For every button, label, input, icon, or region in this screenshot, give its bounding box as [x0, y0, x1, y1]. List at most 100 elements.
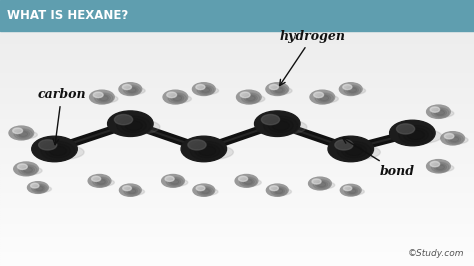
Circle shape: [240, 92, 250, 98]
Bar: [0, 27, 474, 29]
Circle shape: [315, 181, 328, 188]
Circle shape: [246, 95, 255, 101]
Circle shape: [36, 186, 44, 191]
Circle shape: [17, 130, 30, 138]
Circle shape: [173, 95, 182, 101]
Circle shape: [240, 177, 257, 187]
Ellipse shape: [257, 119, 307, 135]
Circle shape: [97, 179, 106, 184]
Bar: [0, 109, 474, 111]
Circle shape: [407, 130, 424, 140]
Circle shape: [346, 188, 358, 194]
Ellipse shape: [120, 87, 145, 94]
Circle shape: [312, 179, 321, 184]
Circle shape: [167, 92, 177, 98]
Circle shape: [93, 177, 110, 187]
Bar: [0, 195, 474, 197]
Ellipse shape: [15, 167, 42, 175]
Bar: [0, 153, 474, 155]
Circle shape: [166, 177, 183, 187]
Bar: [0, 91, 474, 93]
Circle shape: [431, 108, 449, 118]
Circle shape: [275, 189, 283, 193]
Circle shape: [90, 90, 114, 104]
Circle shape: [237, 90, 261, 104]
Bar: [0, 264, 474, 266]
Bar: [0, 211, 474, 213]
Bar: [0, 202, 474, 204]
Bar: [0, 35, 474, 38]
Text: carbon: carbon: [37, 88, 86, 145]
Circle shape: [126, 188, 138, 194]
Ellipse shape: [183, 144, 233, 160]
Ellipse shape: [340, 87, 365, 94]
Circle shape: [319, 95, 329, 101]
Circle shape: [436, 165, 445, 170]
Circle shape: [190, 141, 224, 160]
Bar: [0, 162, 474, 164]
Bar: [0, 213, 474, 215]
Bar: [0, 144, 474, 146]
Bar: [0, 233, 474, 235]
Bar: [0, 49, 474, 51]
Circle shape: [99, 95, 109, 101]
Circle shape: [199, 146, 216, 156]
Bar: [0, 231, 474, 233]
Circle shape: [315, 93, 333, 103]
Circle shape: [346, 86, 359, 94]
Circle shape: [18, 165, 37, 175]
Circle shape: [168, 178, 181, 185]
Bar: [0, 208, 474, 211]
Ellipse shape: [311, 95, 338, 103]
Ellipse shape: [194, 188, 218, 196]
Bar: [0, 9, 474, 11]
Circle shape: [123, 186, 131, 191]
Circle shape: [181, 136, 227, 162]
Bar: [0, 106, 474, 109]
Circle shape: [128, 189, 136, 193]
Circle shape: [97, 94, 110, 102]
Circle shape: [196, 186, 205, 191]
Bar: [0, 22, 474, 24]
Bar: [0, 42, 474, 44]
Bar: [0, 261, 474, 264]
Ellipse shape: [341, 188, 365, 195]
Bar: [0, 29, 474, 31]
Circle shape: [197, 85, 214, 95]
Circle shape: [273, 188, 285, 194]
Bar: [0, 62, 474, 64]
Bar: [0, 80, 474, 82]
Circle shape: [431, 162, 449, 172]
Circle shape: [273, 86, 285, 94]
Bar: [0, 237, 474, 239]
Text: hydrogen: hydrogen: [280, 30, 346, 85]
Bar: [0, 246, 474, 248]
Bar: [0, 15, 474, 18]
Bar: [0, 235, 474, 237]
Bar: [0, 20, 474, 22]
Ellipse shape: [310, 181, 335, 189]
Bar: [0, 113, 474, 115]
Circle shape: [436, 110, 445, 115]
Circle shape: [94, 93, 113, 103]
Bar: [0, 40, 474, 42]
Circle shape: [317, 182, 326, 187]
Ellipse shape: [110, 119, 160, 135]
Circle shape: [196, 85, 205, 90]
Bar: [0, 140, 474, 142]
Circle shape: [340, 184, 361, 196]
Circle shape: [34, 185, 45, 192]
Circle shape: [197, 186, 214, 196]
Circle shape: [18, 164, 27, 169]
Circle shape: [343, 85, 352, 90]
Circle shape: [313, 180, 330, 189]
Circle shape: [93, 92, 103, 98]
Circle shape: [201, 88, 210, 93]
Bar: [0, 215, 474, 217]
Ellipse shape: [442, 136, 468, 144]
Circle shape: [119, 184, 141, 196]
Ellipse shape: [267, 188, 292, 196]
Bar: [0, 55, 474, 58]
Bar: [0, 180, 474, 182]
Circle shape: [271, 186, 287, 196]
